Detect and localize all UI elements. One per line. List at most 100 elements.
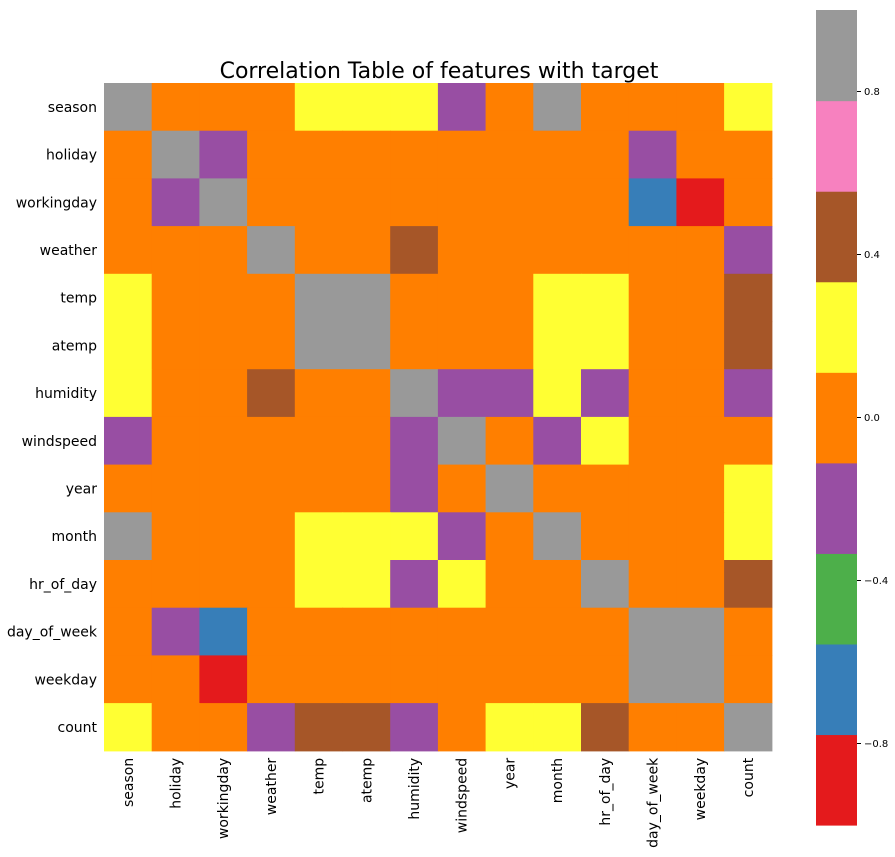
heatmap-cell-year-atemp (342, 464, 391, 513)
heatmap-cell-hr_of_day-count (724, 560, 773, 609)
heatmap-cell-atemp-atemp (342, 321, 391, 370)
row-label-workingday: workingday (16, 195, 97, 211)
heatmap-cell-month-count (724, 512, 773, 561)
heatmap-cell-temp-weather (247, 273, 296, 323)
heatmap-cell-count-holiday (151, 703, 200, 752)
heatmap-cell-season-count (724, 83, 773, 132)
heatmap-cell-hr_of_day-month (533, 560, 582, 609)
heatmap-cell-day_of_week-day_of_week (628, 607, 677, 656)
row-label-windspeed: windspeed (22, 434, 97, 450)
colorbar-tick-label: 0.8 (864, 87, 880, 98)
chart-title: Correlation Table of features with targe… (220, 59, 659, 84)
heatmap-cell-weekday-windspeed (437, 655, 487, 704)
heatmap-cell-year-temp (294, 464, 344, 513)
heatmap-cell-count-weather (247, 703, 296, 752)
heatmap-cell-workingday-weather (247, 178, 296, 227)
row-label-atemp: atemp (52, 338, 97, 354)
colorbar-segment-7 (816, 100, 857, 192)
heatmap-cell-weekday-count (724, 655, 773, 704)
column-label-season: season (121, 758, 137, 807)
row-label-year: year (66, 481, 97, 497)
heatmap-cell-count-day_of_week (628, 703, 677, 752)
heatmap-cell-atemp-holiday (151, 321, 200, 370)
heatmap-cell-atemp-month (533, 321, 582, 370)
heatmap-cell-windspeed-day_of_week (628, 416, 677, 466)
row-label-temp: temp (60, 291, 97, 307)
heatmap-cell-holiday-hr_of_day (581, 130, 630, 179)
heatmap-cell-hr_of_day-humidity (390, 560, 439, 609)
heatmap-cell-hr_of_day-windspeed (437, 560, 487, 609)
heatmap-cell-day_of_week-humidity (390, 607, 439, 656)
heatmap-cell-holiday-holiday (151, 130, 200, 179)
heatmap-cell-windspeed-weekday (676, 416, 725, 466)
heatmap-cell-season-humidity (390, 83, 439, 132)
heatmap-cell-weekday-weather (247, 655, 296, 704)
heatmap-cell-day_of_week-weekday (676, 607, 725, 656)
row-label-weekday: weekday (34, 672, 97, 688)
row-labels: season holiday workingday weather temp atemp h… (7, 100, 98, 736)
heatmap-cell-hr_of_day-year (485, 560, 534, 609)
heatmap-cell-humidity-count (724, 369, 773, 418)
heatmap-cell-holiday-day_of_week (628, 130, 677, 179)
heatmap-cell-atemp-temp (294, 321, 344, 370)
colorbar-tick-label: −0.8 (864, 739, 888, 750)
heatmap-cell-humidity-holiday (151, 369, 200, 418)
heatmap-cell-holiday-workingday (199, 130, 248, 179)
heatmap-cell-day_of_week-temp (294, 607, 344, 656)
heatmap-cell-season-year (485, 83, 534, 132)
heatmap-cell-count-humidity (390, 703, 439, 752)
heatmap-cell-year-weather (247, 464, 296, 513)
heatmap-cell-workingday-day_of_week (628, 178, 677, 227)
heatmap-cell-month-month (533, 512, 582, 561)
heatmap-cell-year-season (104, 464, 153, 513)
heatmap-cell-workingday-windspeed (437, 178, 487, 227)
heatmap-cell-atemp-season (104, 321, 153, 370)
heatmap-cell-day_of_week-weather (247, 607, 296, 656)
heatmap-cell-holiday-atemp (342, 130, 391, 179)
heatmap-cell-count-windspeed (437, 703, 487, 752)
row-label-season: season (48, 100, 97, 116)
column-label-workingday: workingday (216, 758, 232, 839)
heatmap-cell-day_of_week-month (533, 607, 582, 656)
heatmap-cell-humidity-windspeed (437, 369, 487, 418)
row-label-holiday: holiday (46, 148, 97, 164)
column-label-windspeed: windspeed (455, 758, 471, 833)
heatmap-cell-holiday-month (533, 130, 582, 179)
heatmap-cell-day_of_week-holiday (151, 607, 200, 656)
heatmap-cell-day_of_week-count (724, 607, 773, 656)
heatmap-cell-hr_of_day-temp (294, 560, 344, 609)
heatmap-cell-holiday-humidity (390, 130, 439, 179)
heatmap-cell-hr_of_day-atemp (342, 560, 391, 609)
heatmap-cell-temp-day_of_week (628, 273, 677, 323)
heatmap-cell-atemp-count (724, 321, 773, 370)
heatmap-cell-year-humidity (390, 464, 439, 513)
heatmap-cell-temp-weekday (676, 273, 725, 323)
heatmap-cell-temp-season (104, 273, 153, 323)
heatmap-cell-count-month (533, 703, 582, 752)
heatmap-cell-humidity-temp (294, 369, 344, 418)
heatmap-cell-season-temp (294, 83, 344, 132)
column-label-hr_of_day: hr_of_day (598, 758, 614, 826)
row-label-hr_of_day: hr_of_day (29, 577, 97, 593)
heatmap-cell-month-hr_of_day (581, 512, 630, 561)
heatmap-cell-holiday-weather (247, 130, 296, 179)
heatmap-cell-atemp-weather (247, 321, 296, 370)
heatmap-cell-month-holiday (151, 512, 200, 561)
heatmap-cell-atemp-windspeed (437, 321, 487, 370)
heatmap-cell-atemp-hr_of_day (581, 321, 630, 370)
heatmap-cell-weather-year (485, 226, 534, 275)
heatmap-cell-season-day_of_week (628, 83, 677, 132)
column-label-day_of_week: day_of_week (646, 757, 662, 848)
heatmap-cell-hr_of_day-holiday (151, 560, 200, 609)
heatmap-cell-day_of_week-atemp (342, 607, 391, 656)
heatmap-cell-temp-temp (294, 273, 344, 323)
heatmap-cell-year-year (485, 464, 534, 513)
heatmap-cell-workingday-holiday (151, 178, 200, 227)
heatmap-cell-temp-atemp (342, 273, 391, 323)
heatmap-cell-humidity-hr_of_day (581, 369, 630, 418)
heatmap-cell-hr_of_day-workingday (199, 560, 248, 609)
column-label-atemp: atemp (359, 758, 375, 803)
heatmap-cell-hr_of_day-day_of_week (628, 560, 677, 609)
heatmap-cell-weather-count (724, 226, 773, 275)
